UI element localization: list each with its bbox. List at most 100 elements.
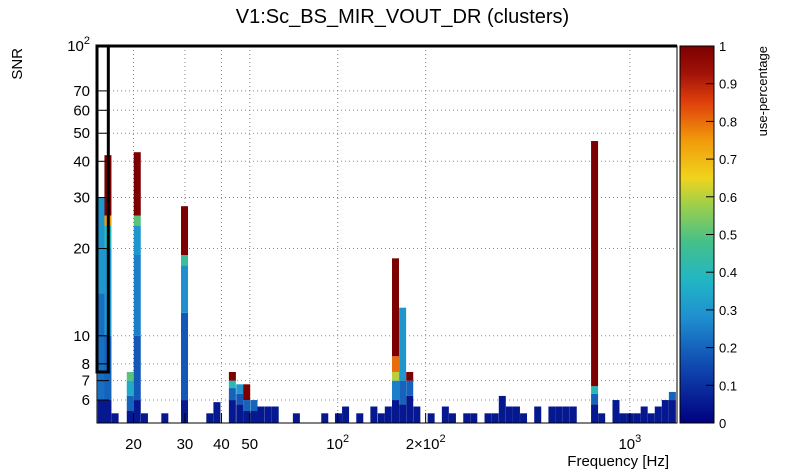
bin-column [512, 406, 520, 423]
bin-column [505, 406, 513, 423]
bin-cell [257, 406, 265, 423]
bin-column [321, 413, 329, 423]
bin-column [548, 406, 556, 423]
bin-cell [391, 371, 400, 381]
bin-cell [598, 413, 606, 423]
bin-column [271, 406, 279, 423]
y-tick-label: 50 [73, 125, 90, 142]
data-bins [97, 141, 676, 423]
bin-column [257, 406, 265, 423]
bin-column [213, 402, 221, 423]
bin-cell [250, 411, 258, 423]
x-tick-label: 20 [125, 436, 142, 453]
bin-cell [140, 413, 148, 423]
bin-cell [668, 400, 676, 423]
x-tick-label: 30 [177, 436, 194, 453]
bin-cell [97, 197, 105, 294]
color-scale-tick-label: 0.7 [719, 152, 737, 167]
bin-cell [377, 413, 385, 423]
bin-cell [470, 413, 478, 423]
bin-cell [228, 388, 236, 401]
bin-cell [391, 356, 400, 372]
bin-cell [569, 406, 577, 423]
bin-cell [520, 413, 528, 423]
bin-column [598, 413, 606, 423]
bin-cell [591, 393, 599, 405]
bin-cell [271, 406, 279, 423]
bin-column [243, 384, 251, 423]
bin-cell [562, 406, 570, 423]
bin-cell [334, 413, 342, 423]
bin-cell [243, 411, 251, 423]
bin-column [384, 406, 392, 423]
bin-column [498, 395, 506, 423]
color-scale-tick-label: 0.8 [719, 114, 737, 129]
bin-column [236, 384, 244, 423]
bin-cell [633, 413, 641, 423]
bin-column [612, 400, 620, 423]
bin-column [491, 413, 499, 423]
bin-column [441, 406, 449, 423]
bin-cell [463, 413, 471, 423]
bin-cell [264, 406, 272, 423]
bin-column [377, 413, 385, 423]
color-scale-tick-label: 0.1 [719, 378, 737, 393]
plot-frame [96, 45, 678, 424]
bin-cell [512, 406, 520, 423]
bin-column [97, 197, 105, 423]
bin-cell [181, 206, 189, 255]
bin-column [356, 413, 364, 423]
y-tick-label: 6 [82, 392, 90, 409]
bin-cell [391, 258, 400, 357]
bin-cell [399, 307, 407, 381]
bin-column [406, 371, 414, 423]
bin-column [619, 413, 627, 423]
bin-cell [111, 413, 119, 423]
bin-cell [619, 413, 627, 423]
bin-column [399, 307, 407, 423]
bin-cell [555, 406, 563, 423]
bin-cell [126, 380, 134, 396]
x-tick-label: 2×102 [406, 433, 446, 453]
bin-cell [661, 400, 669, 423]
y-tick-label: 60 [73, 102, 90, 119]
x-tick-label: 102 [326, 433, 349, 453]
color-scale-tick-label: 1 [719, 39, 726, 54]
bin-column [661, 400, 669, 423]
bin-cell [591, 141, 599, 387]
bin-cell [126, 395, 134, 412]
bin-cell [181, 312, 189, 401]
bin-cell [213, 402, 221, 423]
bin-cell [181, 400, 189, 423]
axis-ticks: 20 30 40 50 102 2×102 103 6 78 10 20 30 40 50 60 70 102 [67, 35, 641, 453]
color-scale-tick-label: 0.9 [719, 77, 737, 92]
bin-cell [654, 406, 662, 423]
bin-column [633, 413, 641, 423]
y-tick-label: 30 [73, 190, 90, 207]
bin-cell [133, 215, 141, 226]
bin-column [292, 413, 300, 423]
x-axis-title: Frequency [Hz] [567, 453, 669, 470]
bin-cell [228, 400, 236, 423]
bin-cell [181, 265, 189, 313]
x-tick-label: 40 [213, 436, 230, 453]
bin-cell [484, 413, 492, 423]
bin-cell [133, 335, 141, 401]
y-tick-label: 70 [73, 83, 90, 100]
color-scale-tick-label: 0 [719, 416, 726, 431]
bin-cell [647, 413, 655, 423]
color-scale-tick-label: 0.5 [719, 228, 737, 243]
y-axis-title: SNR [9, 48, 26, 80]
bin-column [228, 371, 236, 423]
bin-cell [591, 386, 599, 394]
bin-cell [97, 400, 105, 423]
bin-column [250, 400, 258, 423]
bin-cell [427, 413, 435, 423]
y-tick-label: 7 [82, 373, 90, 390]
bin-cell [243, 400, 251, 412]
color-scale-tick-label: 0.2 [719, 341, 737, 356]
x-tick-label: 50 [241, 436, 258, 453]
bin-cell [133, 400, 141, 423]
bin-cell [206, 413, 214, 423]
